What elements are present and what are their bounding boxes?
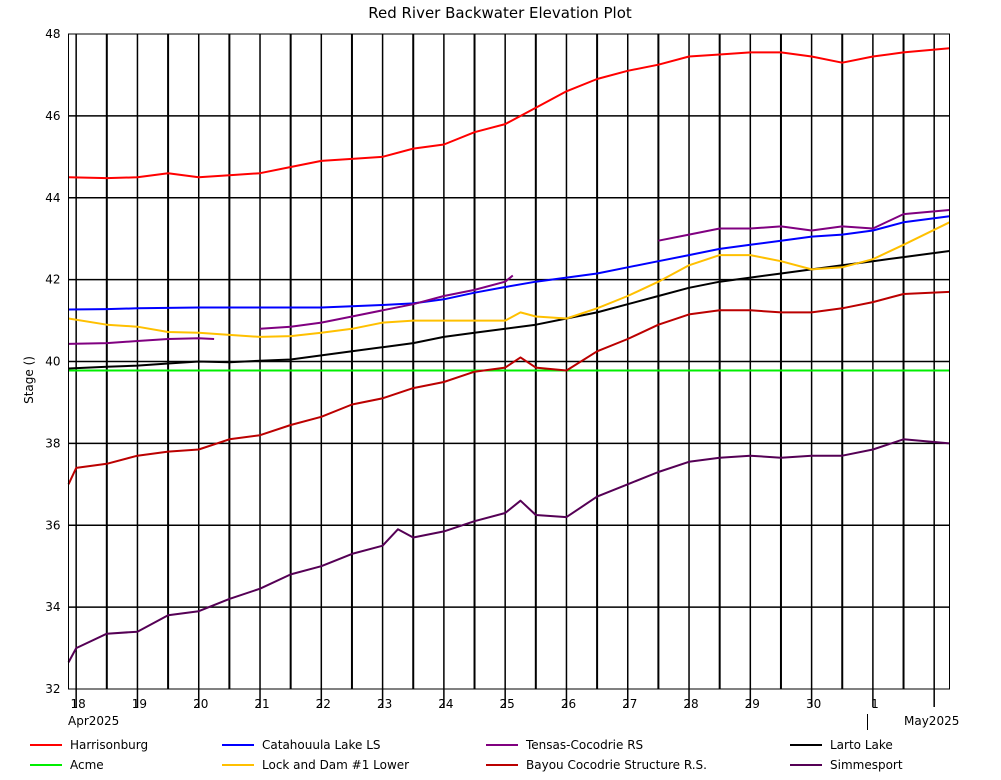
y-ticks: 32 34 36 38 40 42 44 46 48 <box>45 27 60 696</box>
x-tick-label: 21 <box>254 697 269 711</box>
legend-label: Lock and Dam #1 Lower <box>262 758 409 772</box>
legend: Harrisonburg Catahouula Lake LS Tensas-Coc… <box>30 738 903 772</box>
series-line-tensas-cocodrie-rs <box>259 274 514 330</box>
y-tick-label: 46 <box>45 109 60 123</box>
x-ticks: 18 19 20 21 22 23 24 25 26 27 28 29 30 1 <box>71 697 879 711</box>
legend-item: Lock and Dam #1 Lower <box>222 758 409 772</box>
legend-item: Bayou Cocodrie Structure R.S. <box>486 758 707 772</box>
x-tick-label: 28 <box>683 697 698 711</box>
legend-label: Catahouula Lake LS <box>262 738 381 752</box>
legend-label: Acme <box>70 758 104 772</box>
x-tick-label: 19 <box>132 697 147 711</box>
x-tick-label: 23 <box>377 697 392 711</box>
x-tick-label: 26 <box>561 697 576 711</box>
y-tick-label: 32 <box>45 682 60 696</box>
y-tick-label: 42 <box>45 273 60 287</box>
series-line-harrisonburg <box>68 47 950 180</box>
x-tick-label: 24 <box>438 697 453 711</box>
legend-item: Tensas-Cocodrie RS <box>486 738 643 752</box>
x-tick-label: 25 <box>500 697 515 711</box>
legend-item: Larto Lake <box>790 738 893 752</box>
y-axis-label: Stage () <box>22 356 36 404</box>
series-line-simmesport <box>67 438 950 663</box>
series-line-bayou-cocodrie-structure-r-s- <box>67 290 950 485</box>
series-line-tensas-cocodrie-rs <box>68 337 215 345</box>
y-tick-label: 44 <box>45 191 60 205</box>
y-tick-label: 34 <box>45 600 60 614</box>
x-tick-label: 20 <box>193 697 208 711</box>
series-line-larto-lake <box>68 250 950 370</box>
legend-label: Tensas-Cocodrie RS <box>525 738 643 752</box>
y-tick-label: 36 <box>45 518 60 532</box>
x-tick-label: 29 <box>745 697 760 711</box>
y-tick-label: 48 <box>45 27 60 41</box>
x-tick-label: 22 <box>316 697 331 711</box>
chart-title: Red River Backwater Elevation Plot <box>368 4 632 22</box>
legend-item: Harrisonburg <box>30 738 148 752</box>
x-tick-label: 1 <box>871 697 879 711</box>
x-tick-label: 30 <box>806 697 821 711</box>
legend-item: Simmesport <box>790 758 903 772</box>
series-line-tensas-cocodrie-rs <box>658 209 950 242</box>
legend-item: Catahouula Lake LS <box>222 738 381 752</box>
plot-frame <box>68 33 950 690</box>
series-line-catahouula-lake-ls <box>68 215 950 311</box>
x-tick-label: 18 <box>71 697 86 711</box>
legend-item: Acme <box>30 758 104 772</box>
x-month-label-may: May2025 <box>904 714 959 728</box>
legend-label: Simmesport <box>830 758 903 772</box>
x-tick-label: 27 <box>622 697 637 711</box>
series-layer <box>67 47 950 663</box>
y-tick-label: 40 <box>45 355 60 369</box>
y-tick-label: 38 <box>45 436 60 450</box>
legend-label: Larto Lake <box>830 738 893 752</box>
x-month-label-apr: Apr2025 <box>68 714 119 728</box>
legend-label: Harrisonburg <box>70 738 148 752</box>
legend-label: Bayou Cocodrie Structure R.S. <box>526 758 707 772</box>
series-line-lock-and-dam-1-lower <box>68 221 950 338</box>
